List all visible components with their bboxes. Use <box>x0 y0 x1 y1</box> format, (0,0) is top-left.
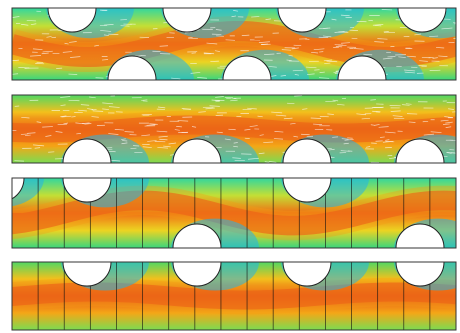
cylinder-cut <box>172 223 222 248</box>
cylinder-cut <box>282 178 332 203</box>
cylinder-cut <box>12 178 25 200</box>
cylinder-cut <box>62 178 112 203</box>
cylinder-cut <box>395 262 445 287</box>
cylinder-cut <box>162 8 212 33</box>
cylinder-cut <box>395 138 445 163</box>
panel-1-border <box>11 7 457 81</box>
cylinder-cut <box>397 8 447 33</box>
cylinder-cut <box>62 262 112 287</box>
cylinder-cut <box>395 223 445 248</box>
panel-3-border <box>11 177 457 249</box>
panel-3-field <box>12 178 456 248</box>
cylinder-cut <box>277 8 327 33</box>
cylinder-cut <box>107 55 157 80</box>
cylinder-cut <box>337 55 387 80</box>
cylinder-cut <box>62 138 112 163</box>
panel-3 <box>11 177 457 249</box>
panel-4 <box>11 261 457 331</box>
cylinder-cut <box>222 55 272 80</box>
panel-4-field <box>12 262 456 330</box>
panel-1 <box>11 7 457 81</box>
cylinder-cut <box>47 8 97 33</box>
cylinder-cut <box>172 262 222 287</box>
cylinder-cut <box>282 138 332 163</box>
panel-2-border <box>11 94 457 164</box>
panel-2 <box>11 94 457 164</box>
panel-4-border <box>11 261 457 331</box>
cylinder-cut <box>282 262 332 287</box>
cylinder-cut <box>172 138 222 163</box>
